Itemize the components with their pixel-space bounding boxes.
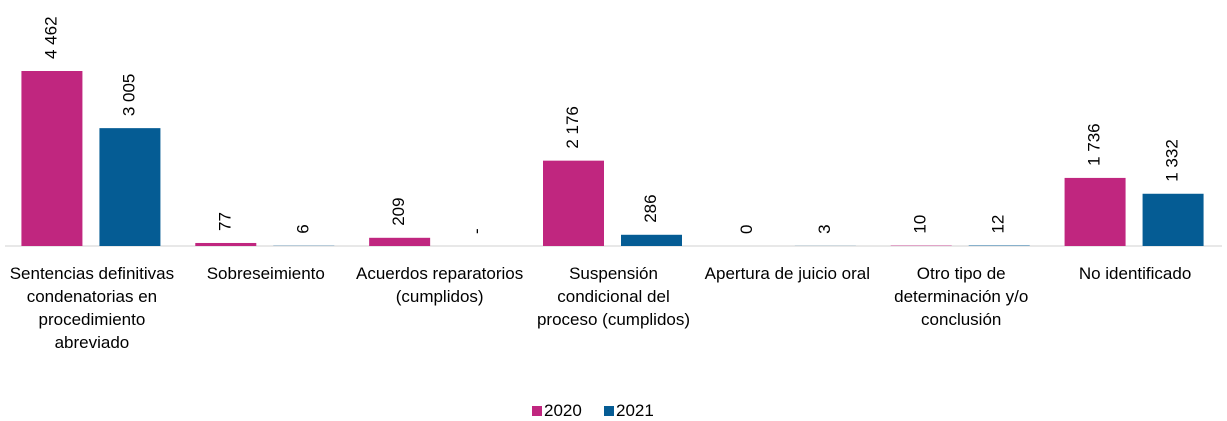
data-label: 209	[389, 197, 408, 225]
data-label: 3 005	[119, 74, 138, 117]
data-label: 1 736	[1085, 123, 1104, 166]
x-tick-label: No identificado	[1078, 264, 1192, 283]
legend-label: 2020	[544, 401, 582, 420]
data-label: 2 176	[563, 106, 582, 149]
data-label: 286	[641, 194, 660, 222]
data-label: 77	[215, 212, 234, 231]
data-label: 4 462	[41, 16, 60, 59]
legend-item: 2020	[532, 401, 582, 421]
bar	[1064, 177, 1126, 246]
bar	[369, 237, 431, 246]
x-tick-label: Sentencias definitivas condenatorias en …	[9, 264, 175, 352]
x-tick-label: Apertura de juicio oral	[704, 264, 871, 283]
data-label: 3	[815, 224, 834, 233]
data-label: 6	[293, 224, 312, 233]
data-label: 12	[989, 215, 1008, 234]
x-tick-label: Otro tipo de determinación y/o conclusió…	[894, 264, 1029, 329]
data-label: 10	[911, 215, 930, 234]
data-label: 0	[737, 225, 756, 234]
legend-item: 2021	[604, 401, 654, 421]
data-label: -	[467, 228, 486, 234]
data-label: 1 332	[1163, 139, 1182, 182]
bar	[543, 160, 604, 246]
x-tick-label: Sobreseimiento	[206, 264, 325, 283]
legend-swatch	[604, 406, 614, 416]
legend-label: 2021	[616, 401, 654, 420]
x-tick-label: Suspensión condicional del proceso (cump…	[536, 264, 691, 329]
bar	[621, 234, 682, 246]
bar	[195, 242, 257, 246]
bar	[1142, 193, 1204, 246]
bar	[99, 128, 161, 246]
legend-swatch	[532, 406, 542, 416]
bar	[21, 71, 83, 246]
x-tick-label: Acuerdos reparatorios (cumplidos)	[356, 264, 524, 306]
